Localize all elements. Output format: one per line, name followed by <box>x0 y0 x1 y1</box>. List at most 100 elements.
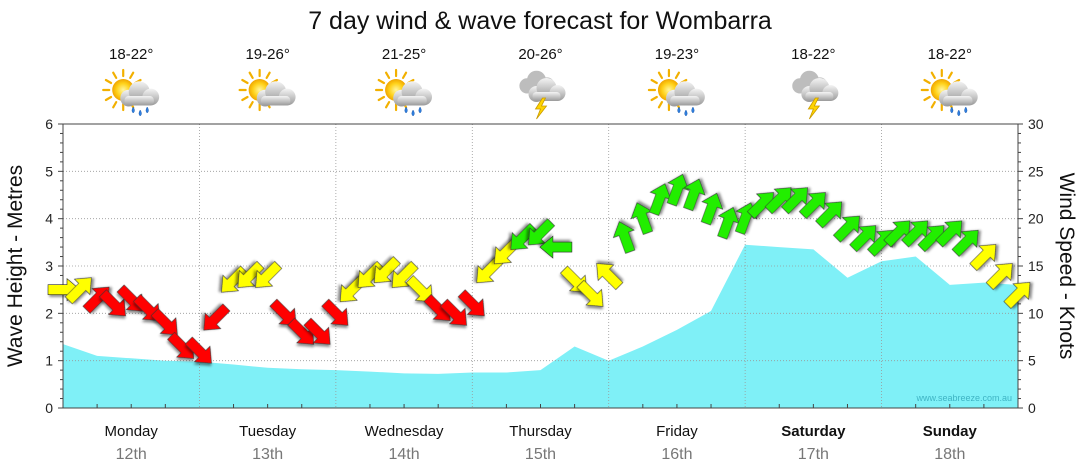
day-date-label: 13th <box>252 446 283 463</box>
weather-icon-sun-cloud-rain <box>920 68 978 117</box>
wind-arrow <box>951 229 979 257</box>
rain-drop <box>411 109 415 117</box>
day-name-label: Monday <box>105 423 159 440</box>
wind-arrow <box>630 202 654 235</box>
wind-arrow <box>832 215 860 243</box>
wave-area <box>63 244 1018 408</box>
wind-arrows <box>47 173 1031 364</box>
rain-drop <box>418 106 422 114</box>
left-axis: 0 1 2 3 4 5 6 <box>45 116 985 416</box>
wind-arrow <box>203 303 231 331</box>
sun-ray <box>657 101 664 109</box>
wind-arrow <box>666 173 690 207</box>
day-name-label: Friday <box>656 423 698 440</box>
sun-ray <box>377 95 386 102</box>
wind-arrow <box>764 187 792 215</box>
rain-drop <box>131 106 135 114</box>
rain-drop <box>138 109 142 117</box>
left-tick-label: 4 <box>45 211 53 227</box>
wind-arrow <box>255 260 283 288</box>
rain-drop <box>950 106 954 114</box>
wind-arrow <box>373 256 401 284</box>
left-tick-label: 0 <box>45 400 53 416</box>
wind-arrow <box>935 220 963 248</box>
sun-ray <box>248 101 254 109</box>
wind-arrow <box>683 178 706 212</box>
sun-ray <box>650 78 658 85</box>
day-name-label: Thursday <box>509 423 572 440</box>
day-name-label: Saturday <box>781 423 846 440</box>
wind-arrow <box>883 220 911 248</box>
sun-ray <box>241 95 249 102</box>
chart-title: 7 day wind & wave forecast for Wombarra <box>308 7 772 35</box>
wind-arrow <box>648 183 672 216</box>
cloud-base <box>670 96 700 106</box>
rain-drop <box>691 106 695 114</box>
left-tick-label: 5 <box>45 163 53 179</box>
day-date-label: 15th <box>525 446 556 463</box>
wind-arrow <box>700 192 724 226</box>
lightning-bolt <box>807 97 821 120</box>
wind-arrow <box>237 260 265 288</box>
wave-height-area <box>63 244 1018 408</box>
sun-ray <box>384 101 391 109</box>
cloud-shape <box>393 81 433 107</box>
wind-arrow <box>612 221 636 254</box>
sun-ray <box>112 101 118 109</box>
right-tick-label: 5 <box>1028 353 1036 369</box>
rain-drop <box>684 109 688 117</box>
wind-arrow <box>391 260 419 288</box>
cloud-shape <box>256 81 296 107</box>
sun-ray <box>377 78 386 85</box>
cloud-base <box>397 96 427 106</box>
wind-arrow <box>815 201 843 229</box>
wind-arrow <box>596 263 624 291</box>
day-temperature: 18-22° <box>928 46 972 63</box>
day-date-label: 12th <box>116 446 147 463</box>
sun-ray <box>930 101 936 109</box>
sun-ray <box>104 95 113 102</box>
cloud-shape <box>938 81 978 107</box>
wind-arrow <box>528 218 556 246</box>
weather-icon-storm <box>792 70 839 120</box>
cloud-base <box>532 92 561 101</box>
cloud-base <box>260 96 291 106</box>
right-tick-label: 10 <box>1028 305 1044 321</box>
day-date-label: 16th <box>661 446 692 463</box>
day-date-label: 18th <box>934 446 965 463</box>
cloud-shape <box>801 78 839 102</box>
lightning-bolt <box>534 97 548 120</box>
sun-ray <box>674 71 681 79</box>
weather-icon-sun-cloud-rain <box>647 68 705 117</box>
wind-arrow <box>321 298 349 326</box>
wind-arrow <box>781 187 808 215</box>
wind-arrow <box>269 298 297 326</box>
right-tick-label: 20 <box>1028 211 1044 227</box>
left-tick-label: 1 <box>45 353 53 369</box>
wind-arrow <box>969 244 997 272</box>
sun-ray <box>129 71 135 79</box>
wind-arrow <box>798 192 826 220</box>
sun-ray <box>657 71 664 79</box>
wind-arrow <box>98 289 126 317</box>
day-temperature: 19-23° <box>655 46 699 63</box>
right-tick-label: 0 <box>1028 400 1036 416</box>
rain-drop <box>404 106 408 114</box>
day-temperature: 21-25° <box>382 46 426 63</box>
rain-drop <box>145 106 149 114</box>
wind-arrow <box>287 317 315 345</box>
sun-ray <box>947 71 953 79</box>
day-date-label: 14th <box>389 446 420 463</box>
wind-arrow <box>1003 282 1031 309</box>
day-name-label: Tuesday <box>239 423 296 440</box>
sun-ray <box>112 71 118 79</box>
wind-arrow <box>439 298 467 326</box>
day-temperature: 19-26° <box>245 46 289 63</box>
sun-ray <box>401 71 408 79</box>
left-axis-label: Wave Height - Metres <box>4 165 27 367</box>
wind-arrow <box>576 279 604 307</box>
day-name-label: Sunday <box>923 423 978 440</box>
right-tick-label: 25 <box>1028 163 1044 179</box>
rain-drop <box>677 106 681 114</box>
